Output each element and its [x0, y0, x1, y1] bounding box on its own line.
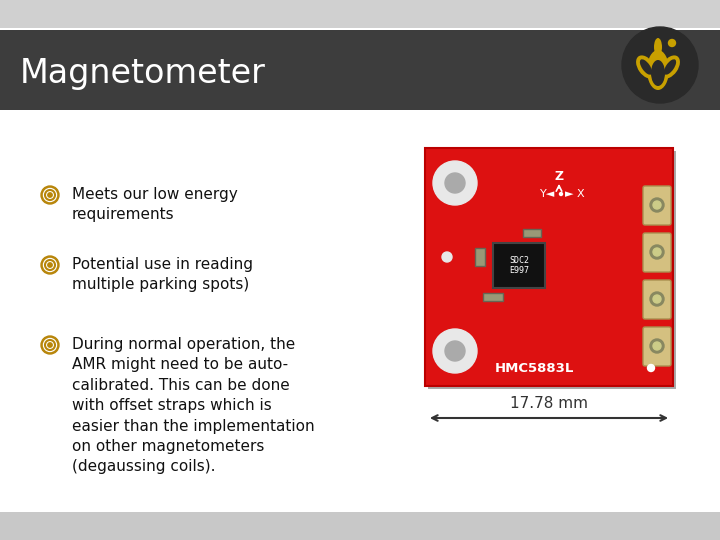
Circle shape	[433, 329, 477, 373]
FancyBboxPatch shape	[643, 327, 671, 366]
Circle shape	[647, 364, 654, 372]
Bar	[0, 0, 720, 28]
Circle shape	[48, 263, 53, 267]
Text: ► X: ► X	[565, 189, 585, 199]
Text: Potential use in reading
multiple parking spots): Potential use in reading multiple parkin…	[72, 257, 253, 292]
Circle shape	[668, 39, 675, 46]
Text: Meets our low energy
requirements: Meets our low energy requirements	[72, 187, 238, 222]
Ellipse shape	[664, 59, 676, 75]
Text: Z: Z	[554, 170, 564, 183]
Text: Magnetometer: Magnetometer	[20, 57, 266, 91]
Text: During normal operation, the
AMR might need to be auto-
calibrated. This can be : During normal operation, the AMR might n…	[72, 337, 315, 475]
Bar	[0, 512, 720, 540]
FancyBboxPatch shape	[643, 186, 671, 225]
Ellipse shape	[640, 59, 652, 75]
Text: HMC5883L: HMC5883L	[495, 361, 574, 375]
Circle shape	[653, 248, 661, 256]
Circle shape	[445, 173, 465, 193]
Circle shape	[653, 201, 661, 209]
Circle shape	[41, 336, 59, 354]
Circle shape	[43, 339, 56, 352]
Bar	[0, 30, 720, 110]
Text: 17.78 mm: 17.78 mm	[510, 396, 588, 411]
Circle shape	[41, 186, 59, 204]
Bar	[523, 229, 541, 237]
Bar	[425, 148, 673, 386]
Circle shape	[43, 188, 56, 201]
FancyBboxPatch shape	[643, 233, 671, 272]
Ellipse shape	[647, 50, 669, 90]
Bar	[483, 293, 503, 301]
FancyBboxPatch shape	[493, 243, 545, 288]
FancyBboxPatch shape	[643, 280, 671, 319]
Bar	[428, 151, 676, 389]
Circle shape	[650, 245, 664, 259]
Circle shape	[48, 343, 53, 347]
Circle shape	[442, 252, 452, 262]
Circle shape	[433, 161, 477, 205]
Circle shape	[653, 342, 661, 350]
Ellipse shape	[654, 38, 662, 56]
Ellipse shape	[636, 56, 656, 79]
Bar	[475, 248, 485, 266]
Circle shape	[41, 256, 59, 274]
Circle shape	[653, 295, 661, 303]
Ellipse shape	[660, 56, 680, 79]
Text: SDC2
E997: SDC2 E997	[509, 256, 529, 275]
Ellipse shape	[651, 60, 665, 86]
Circle shape	[559, 192, 562, 195]
Circle shape	[445, 341, 465, 361]
Circle shape	[622, 27, 698, 103]
Text: Y◄: Y◄	[540, 189, 555, 199]
Circle shape	[43, 259, 56, 272]
Circle shape	[650, 198, 664, 212]
Circle shape	[650, 339, 664, 353]
Circle shape	[650, 292, 664, 306]
Circle shape	[48, 193, 53, 197]
